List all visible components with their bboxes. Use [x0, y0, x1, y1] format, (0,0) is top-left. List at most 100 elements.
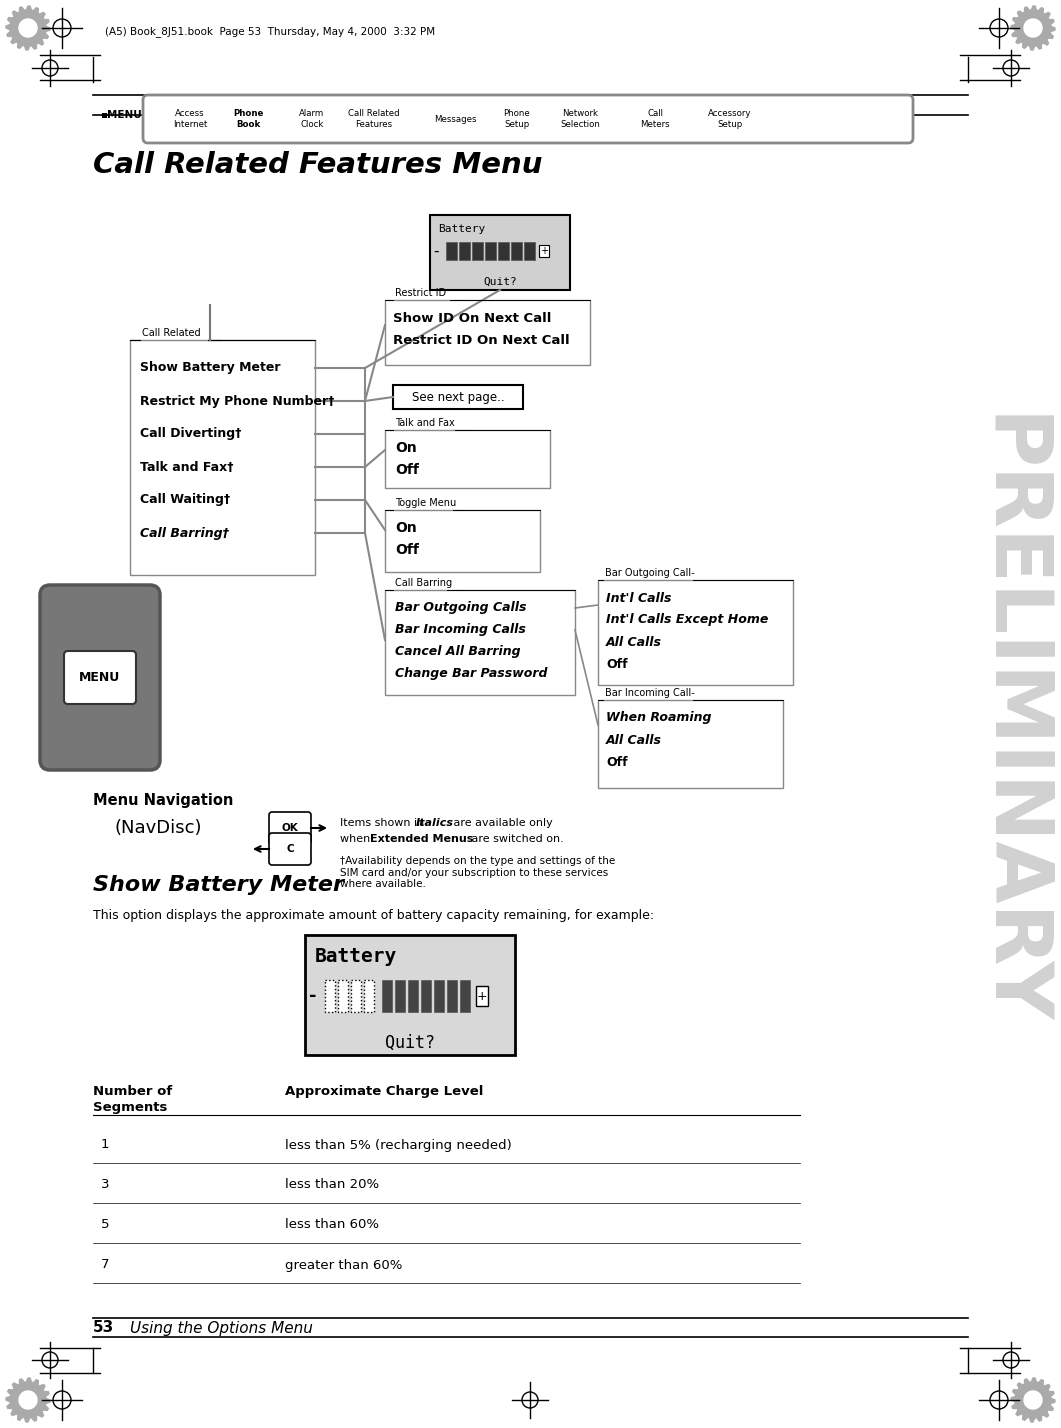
Text: Items shown in: Items shown in: [340, 818, 428, 828]
Bar: [446, 241, 457, 260]
Bar: [385, 300, 590, 366]
Text: Restrict My Phone Number†: Restrict My Phone Number†: [140, 394, 334, 407]
Bar: [338, 980, 348, 1012]
FancyBboxPatch shape: [40, 585, 160, 770]
Text: Quit?: Quit?: [483, 277, 517, 287]
Bar: [408, 980, 418, 1012]
Text: Show Battery Meter: Show Battery Meter: [93, 875, 344, 895]
FancyBboxPatch shape: [269, 813, 311, 844]
Bar: [620, 111, 636, 119]
FancyBboxPatch shape: [64, 651, 136, 704]
Text: †Availability depends on the type and settings of the
SIM card and/or your subsc: †Availability depends on the type and se…: [340, 855, 615, 890]
Text: C: C: [286, 844, 294, 854]
Text: Int'l Calls Except Home: Int'l Calls Except Home: [606, 614, 768, 627]
Text: Restrict ID: Restrict ID: [395, 288, 446, 298]
Bar: [351, 980, 361, 1012]
Bar: [395, 980, 405, 1012]
Text: OK: OK: [281, 823, 298, 833]
Text: Bar Incoming Call-: Bar Incoming Call-: [605, 688, 695, 698]
Text: Call Related Features Menu: Call Related Features Menu: [93, 151, 542, 178]
Bar: [305, 935, 515, 1055]
Text: Toggle Menu: Toggle Menu: [395, 498, 456, 508]
Text: Bar Incoming Calls: Bar Incoming Calls: [395, 624, 526, 637]
Text: Phone
Book: Phone Book: [232, 110, 263, 129]
Bar: [539, 246, 549, 257]
Polygon shape: [19, 1391, 37, 1409]
Text: 5: 5: [101, 1218, 109, 1231]
Text: Call Barring: Call Barring: [395, 578, 452, 588]
Text: Battery: Battery: [438, 224, 485, 234]
Text: Battery: Battery: [315, 948, 397, 967]
Bar: [476, 985, 488, 1005]
Text: 7: 7: [101, 1258, 109, 1271]
Bar: [430, 216, 570, 290]
Bar: [692, 111, 708, 119]
Text: Call Diverting†: Call Diverting†: [140, 427, 241, 440]
Text: greater than 60%: greater than 60%: [285, 1258, 402, 1271]
Text: Call Related
Features: Call Related Features: [348, 110, 400, 129]
Text: less than 20%: less than 20%: [285, 1178, 379, 1191]
Text: Italics: Italics: [416, 818, 454, 828]
Text: Off: Off: [606, 657, 628, 671]
Text: Int'l Calls: Int'l Calls: [606, 591, 672, 604]
Text: Restrict ID On Next Call: Restrict ID On Next Call: [393, 334, 570, 347]
Bar: [131, 340, 315, 575]
Text: Off: Off: [395, 543, 419, 557]
Text: Phone
Setup: Phone Setup: [504, 110, 530, 129]
FancyBboxPatch shape: [269, 833, 311, 865]
Bar: [598, 580, 793, 685]
Text: Using the Options Menu: Using the Options Menu: [131, 1321, 313, 1335]
Polygon shape: [6, 1378, 50, 1422]
Bar: [524, 241, 535, 260]
Text: When Roaming: When Roaming: [606, 711, 712, 724]
Bar: [421, 980, 431, 1012]
Bar: [382, 980, 392, 1012]
Bar: [545, 111, 561, 119]
Text: 53: 53: [93, 1321, 115, 1335]
Text: less than 5% (recharging needed): less than 5% (recharging needed): [285, 1138, 511, 1151]
Bar: [485, 241, 495, 260]
Text: All Calls: All Calls: [606, 635, 662, 648]
Polygon shape: [19, 19, 37, 37]
Bar: [340, 111, 356, 119]
Text: Approximate Charge Level: Approximate Charge Level: [285, 1085, 484, 1098]
Text: are available only: are available only: [450, 818, 553, 828]
Polygon shape: [1024, 19, 1042, 37]
Text: 1: 1: [101, 1138, 109, 1151]
Text: Number of
Segments: Number of Segments: [93, 1085, 172, 1114]
Bar: [393, 386, 523, 408]
Text: Cancel All Barring: Cancel All Barring: [395, 645, 521, 658]
Bar: [385, 430, 550, 488]
Text: All Calls: All Calls: [606, 734, 662, 747]
Text: -: -: [433, 244, 439, 258]
Text: Off: Off: [606, 755, 628, 768]
Bar: [214, 111, 230, 119]
Text: PRELIMINARY: PRELIMINARY: [971, 414, 1049, 1027]
Text: On: On: [395, 441, 417, 456]
Text: +: +: [540, 246, 547, 256]
Text: This option displays the approximate amount of battery capacity remaining, for e: This option displays the approximate amo…: [93, 908, 655, 921]
Text: Menu Navigation: Menu Navigation: [93, 793, 233, 807]
Bar: [484, 111, 500, 119]
Bar: [427, 111, 443, 119]
Text: Accessory
Setup: Accessory Setup: [709, 110, 752, 129]
Text: Call Waiting†: Call Waiting†: [140, 494, 230, 507]
Bar: [460, 980, 470, 1012]
Text: Bar Outgoing Calls: Bar Outgoing Calls: [395, 601, 526, 614]
Text: Call Barring†: Call Barring†: [140, 527, 229, 540]
Text: Call Related: Call Related: [142, 328, 201, 338]
Bar: [325, 980, 335, 1012]
Text: less than 60%: less than 60%: [285, 1218, 379, 1231]
Text: Bar Outgoing Call-: Bar Outgoing Call-: [605, 568, 695, 578]
Bar: [511, 241, 522, 260]
Text: (A5) Book_8J51.book  Page 53  Thursday, May 4, 2000  3:32 PM: (A5) Book_8J51.book Page 53 Thursday, Ma…: [105, 27, 435, 37]
Bar: [472, 241, 483, 260]
Bar: [272, 111, 288, 119]
Text: See next page..: See next page..: [412, 390, 504, 404]
Polygon shape: [1011, 6, 1055, 50]
Text: +: +: [476, 990, 487, 1002]
Text: -: -: [309, 987, 317, 1005]
Text: Off: Off: [395, 463, 419, 477]
Bar: [364, 980, 373, 1012]
FancyBboxPatch shape: [143, 96, 914, 143]
